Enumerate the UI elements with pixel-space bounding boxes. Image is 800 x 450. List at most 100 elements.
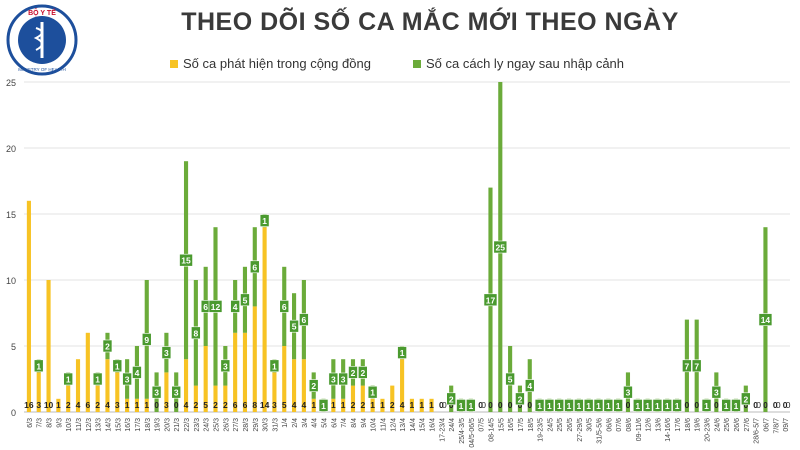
data-label-imported-box	[505, 372, 515, 386]
logo-top-text: BỘ Y TẾ	[28, 7, 56, 17]
x-tick-label: 17/3	[135, 418, 142, 432]
data-label-imported-box	[493, 240, 508, 254]
bar-community	[292, 359, 297, 412]
data-label-imported-box	[603, 399, 614, 412]
data-label-imported: 3	[125, 375, 130, 385]
data-label-imported: 1	[547, 401, 552, 411]
bar-community	[213, 385, 218, 412]
bar-community	[66, 385, 71, 412]
bar-community	[262, 227, 267, 412]
data-label-imported-box	[328, 372, 339, 386]
bar-community	[252, 306, 257, 412]
data-label-community: 1	[410, 400, 415, 410]
data-label-imported-box	[672, 399, 682, 412]
y-tick-label: 10	[6, 276, 16, 286]
x-tick-label: 13/6	[655, 418, 662, 432]
bar-community	[75, 359, 81, 412]
x-tick-label: 19/6	[695, 418, 702, 432]
bar-community	[134, 398, 139, 412]
data-label-imported: 2	[518, 394, 523, 404]
x-tick-label: 8/4	[351, 418, 358, 428]
x-tick-label: 17/6	[675, 418, 682, 432]
data-label-imported-box	[358, 366, 368, 379]
data-label-community: 5	[282, 400, 287, 410]
data-label-imported: 1	[724, 401, 729, 411]
data-label-community: 0	[753, 400, 758, 410]
data-label-community: 4	[302, 400, 307, 410]
data-label-imported: 3	[174, 388, 179, 398]
data-label-imported: 5	[508, 375, 513, 385]
x-tick-label: 11/3	[76, 418, 83, 431]
bar-community	[409, 398, 414, 412]
data-label-community: 0	[685, 400, 690, 410]
data-label-imported-box	[564, 399, 574, 412]
bar-community	[233, 332, 238, 412]
data-label-imported-box	[483, 293, 498, 307]
data-label-imported-box	[259, 214, 270, 227]
x-tick-label: 9/3	[56, 418, 63, 428]
data-label-community: 1	[380, 400, 385, 410]
data-label-imported: 6	[252, 262, 257, 272]
x-tick-label: 30/3	[263, 418, 270, 432]
x-tick-label: 20-23/6	[705, 418, 712, 442]
x-tick-label: 19-23/5	[538, 418, 545, 442]
x-tick-label: 19/3	[155, 418, 162, 432]
y-tick-label: 0	[11, 408, 16, 418]
data-label-community: 2	[390, 400, 395, 410]
data-label-imported: 1	[95, 375, 100, 385]
x-tick-label: 18/6	[685, 418, 692, 432]
data-label-imported-box	[122, 372, 132, 386]
data-label-imported-box	[102, 339, 113, 353]
bar-community	[85, 332, 90, 412]
data-label-community: 1	[341, 400, 346, 410]
data-label-community: 4	[76, 400, 81, 410]
bar-community	[301, 359, 306, 412]
bar-community	[419, 398, 424, 412]
data-label-imported: 3	[164, 348, 169, 358]
x-tick-label: 12/3	[86, 418, 93, 432]
x-tick-label: 3/4	[302, 418, 309, 428]
data-label-imported-box	[348, 366, 358, 379]
data-label-imported: 2	[449, 394, 454, 404]
data-label-imported: 1	[616, 401, 621, 411]
data-label-imported-box	[731, 399, 741, 412]
x-tick-label: 26/3	[223, 418, 230, 432]
bar-community	[272, 372, 277, 412]
data-label-imported-box	[92, 372, 103, 386]
x-tick-label: 18/3	[145, 418, 152, 432]
data-label-imported: 1	[537, 401, 542, 411]
data-label-imported: 1	[675, 401, 680, 411]
data-label-imported-box	[534, 399, 545, 412]
data-label-community: 1	[419, 400, 424, 410]
data-label-community: 1	[144, 400, 149, 410]
x-tick-label: 25/6	[724, 418, 731, 432]
x-tick-label: 06/6	[606, 418, 613, 432]
x-tick-label: 14/4	[410, 418, 417, 432]
chart-title: THEO DÕI SỐ CA MẮC MỚI THEO NGÀY	[181, 8, 679, 36]
bar-community	[350, 385, 356, 412]
y-tick-label: 25	[6, 78, 16, 88]
data-label-community: 0	[527, 400, 532, 410]
data-label-imported-box	[758, 313, 773, 326]
legend-item-community: Số ca phát hiện trong cộng đồng	[170, 56, 371, 71]
data-label-imported-zero: 0	[776, 400, 781, 410]
data-label-community: 0	[478, 400, 483, 410]
bar-community	[331, 398, 336, 412]
x-tick-label: 31/5-5/6	[597, 418, 604, 444]
data-label-imported: 6	[302, 315, 307, 325]
data-label-community: 0	[763, 400, 768, 410]
bar-community	[223, 385, 228, 412]
data-label-imported: 1	[557, 401, 562, 411]
x-tick-label: 20/3	[164, 418, 171, 432]
data-label-imported-box	[623, 385, 633, 399]
x-tick-label: 27-29/5	[577, 418, 584, 442]
x-tick-label: 30/5	[587, 418, 594, 432]
data-label-imported-box	[112, 359, 123, 373]
data-label-imported: 1	[734, 401, 739, 411]
x-tick-label: 2/4	[292, 418, 299, 428]
x-tick-label: 27/6	[744, 418, 751, 432]
data-label-imported: 1	[567, 401, 572, 411]
data-label-imported-box	[574, 399, 584, 412]
data-label-imported-box	[308, 379, 319, 392]
data-label-imported-zero: 0	[786, 400, 791, 410]
